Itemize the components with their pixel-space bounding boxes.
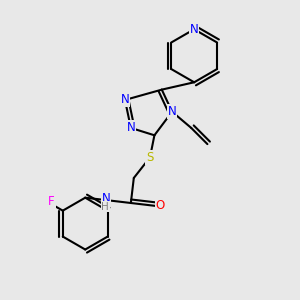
Text: N: N — [190, 23, 199, 36]
Text: N: N — [101, 192, 110, 205]
Text: N: N — [168, 105, 176, 118]
Text: H: H — [101, 202, 109, 212]
Text: F: F — [48, 196, 55, 208]
Text: S: S — [146, 151, 154, 164]
Text: N: N — [127, 122, 135, 134]
Text: N: N — [121, 93, 129, 106]
Text: O: O — [156, 200, 165, 212]
